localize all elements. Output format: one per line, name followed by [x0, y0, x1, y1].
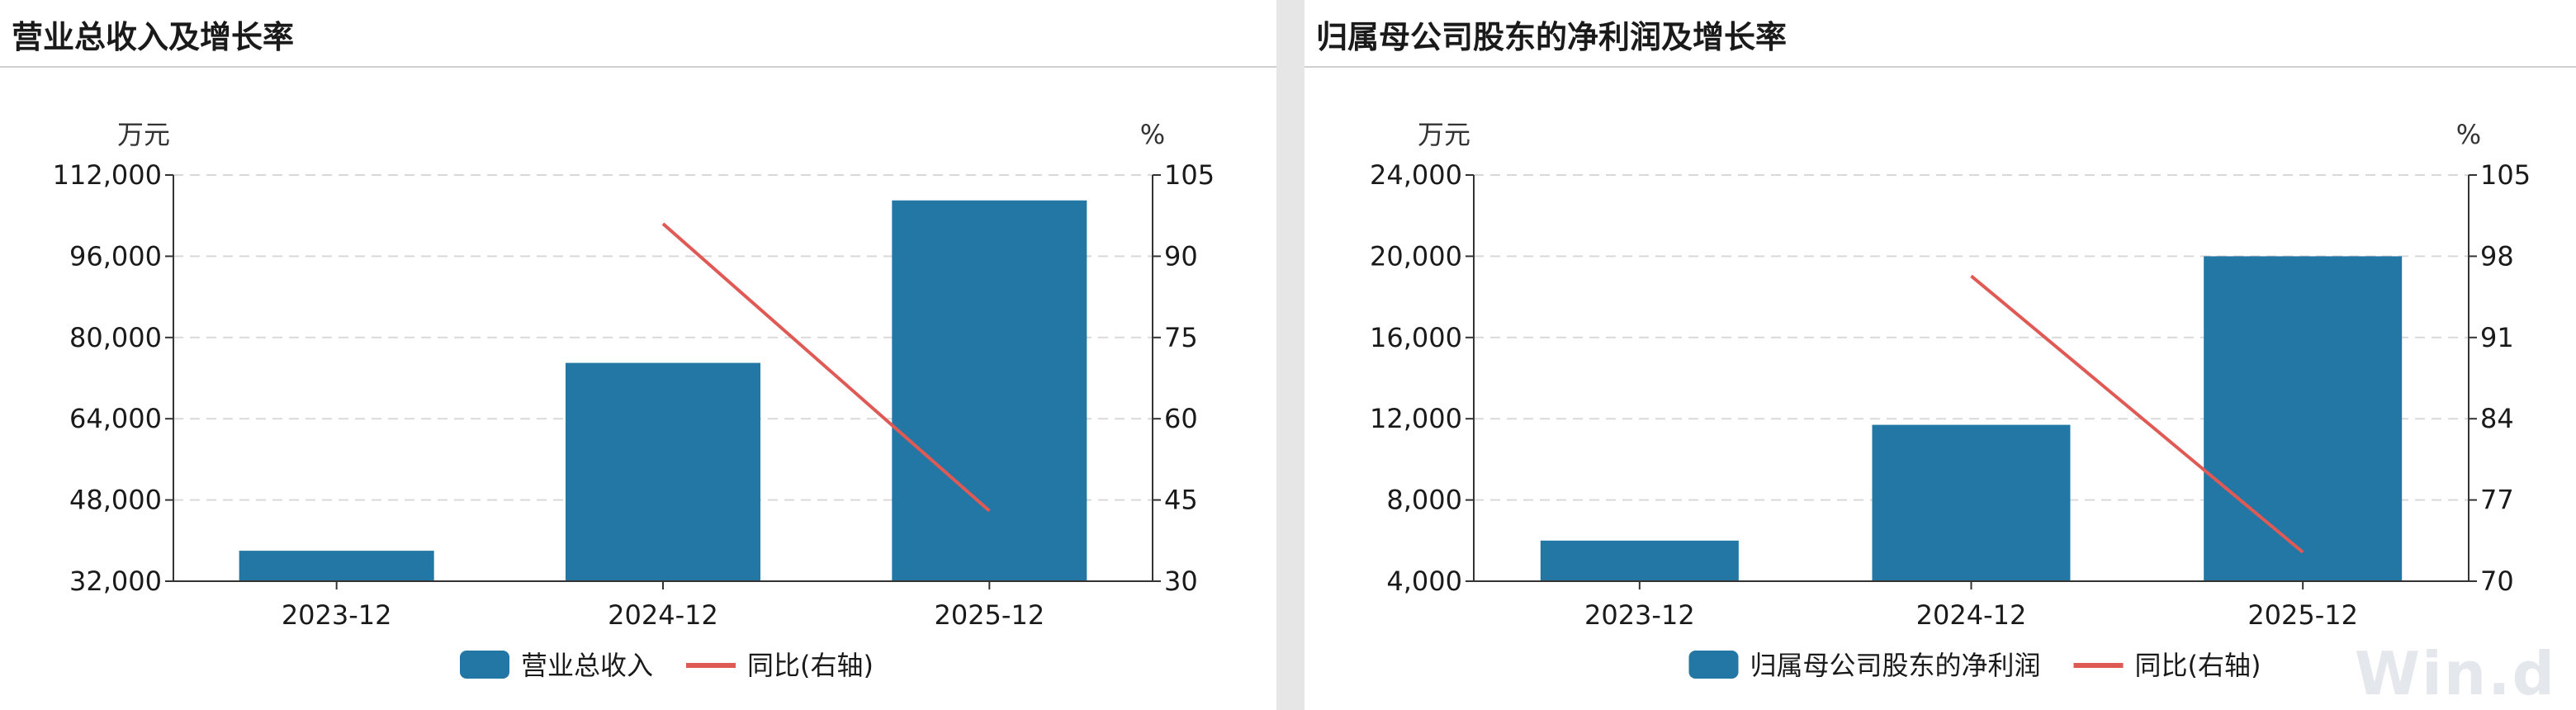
growth-line	[661, 222, 991, 513]
right-tick-label: 98	[2480, 240, 2514, 272]
bar-2025-12	[2204, 256, 2403, 581]
left-axis-unit: 万元	[117, 119, 170, 150]
chart-title: 营业总收入及增长率	[12, 19, 295, 55]
bar-2025-12	[892, 200, 1087, 581]
legend-swatch-bar	[1688, 651, 1739, 679]
x-tick-label: 2023-12	[1584, 599, 1695, 631]
legend-label-bar: 营业总收入	[521, 650, 653, 681]
x-tick-label: 2024-12	[608, 599, 718, 631]
left-tick-label: 64,000	[69, 403, 162, 434]
right-tick-label: 105	[2480, 159, 2531, 191]
right-tick-label: 70	[2480, 566, 2514, 597]
right-axis-unit: %	[1140, 119, 1165, 150]
right-tick-label: 60	[1164, 403, 1198, 434]
chart-title: 归属母公司股东的净利润及增长率	[1316, 19, 1788, 55]
left-tick-label: 24,000	[1370, 159, 1462, 191]
right-tick-label: 30	[1164, 566, 1198, 597]
title-divider	[0, 66, 1276, 68]
left-tick-label: 16,000	[1370, 322, 1462, 353]
left-tick-label: 8,000	[1386, 485, 1462, 516]
left-tick-label: 4,000	[1386, 566, 1462, 597]
x-tick-label: 2024-12	[1916, 599, 2027, 631]
right-tick-label: 90	[1164, 240, 1198, 272]
x-tick-label: 2025-12	[2247, 599, 2358, 631]
legend-label-line: 同比(右轴)	[2135, 650, 2261, 681]
left-tick-label: 12,000	[1370, 403, 1462, 434]
bar-2023-12	[1540, 540, 1739, 581]
right-tick-label: 45	[1164, 485, 1198, 516]
legend-swatch-bar	[460, 651, 509, 679]
left-tick-label: 32,000	[69, 566, 162, 597]
legend-label-line: 同比(右轴)	[747, 650, 874, 681]
growth-line	[1970, 274, 2304, 554]
left-tick-label: 20,000	[1370, 240, 1462, 272]
right-tick-label: 75	[1164, 322, 1198, 353]
left-tick-label: 80,000	[69, 322, 162, 353]
left-tick-label: 48,000	[69, 485, 162, 516]
right-axis-unit: %	[2456, 119, 2481, 150]
right-tick-label: 84	[2480, 403, 2514, 434]
wind-watermark: Win.d	[2354, 639, 2556, 708]
net-profit-chart: 4,000 8,000 12,000 16,000 20,000 24,000 70 77 84…	[1370, 119, 2531, 681]
revenue-chart: 32,000 48,000 64,000 80,000 96,000 112,000 30 4…	[53, 119, 1215, 681]
bar-2024-12	[1872, 424, 2071, 581]
title-divider	[1305, 66, 2576, 68]
chart-panel-net-profit: 归属母公司股东的净利润及增长率 4,000 8,000 12,000 16,000 20…	[1305, 0, 2576, 710]
chart-panel-revenue: 营业总收入及增长率 32,000 48,000 64,000 80,000 96,000…	[0, 0, 1276, 710]
left-tick-label: 112,000	[53, 159, 162, 191]
legend-label-bar: 归属母公司股东的净利润	[1750, 650, 2041, 681]
left-tick-label: 96,000	[69, 240, 162, 272]
legend: 营业总收入 同比(右轴)	[460, 650, 874, 681]
legend: 归属母公司股东的净利润 同比(右轴)	[1688, 650, 2261, 681]
x-tick-label: 2025-12	[934, 599, 1044, 631]
right-tick-label: 91	[2480, 322, 2514, 353]
right-tick-label: 77	[2480, 485, 2514, 516]
bar-2023-12	[239, 551, 434, 581]
left-axis-unit: 万元	[1418, 119, 1470, 150]
right-tick-label: 105	[1164, 159, 1215, 191]
bar-2024-12	[566, 362, 760, 581]
x-tick-label: 2023-12	[282, 599, 392, 631]
